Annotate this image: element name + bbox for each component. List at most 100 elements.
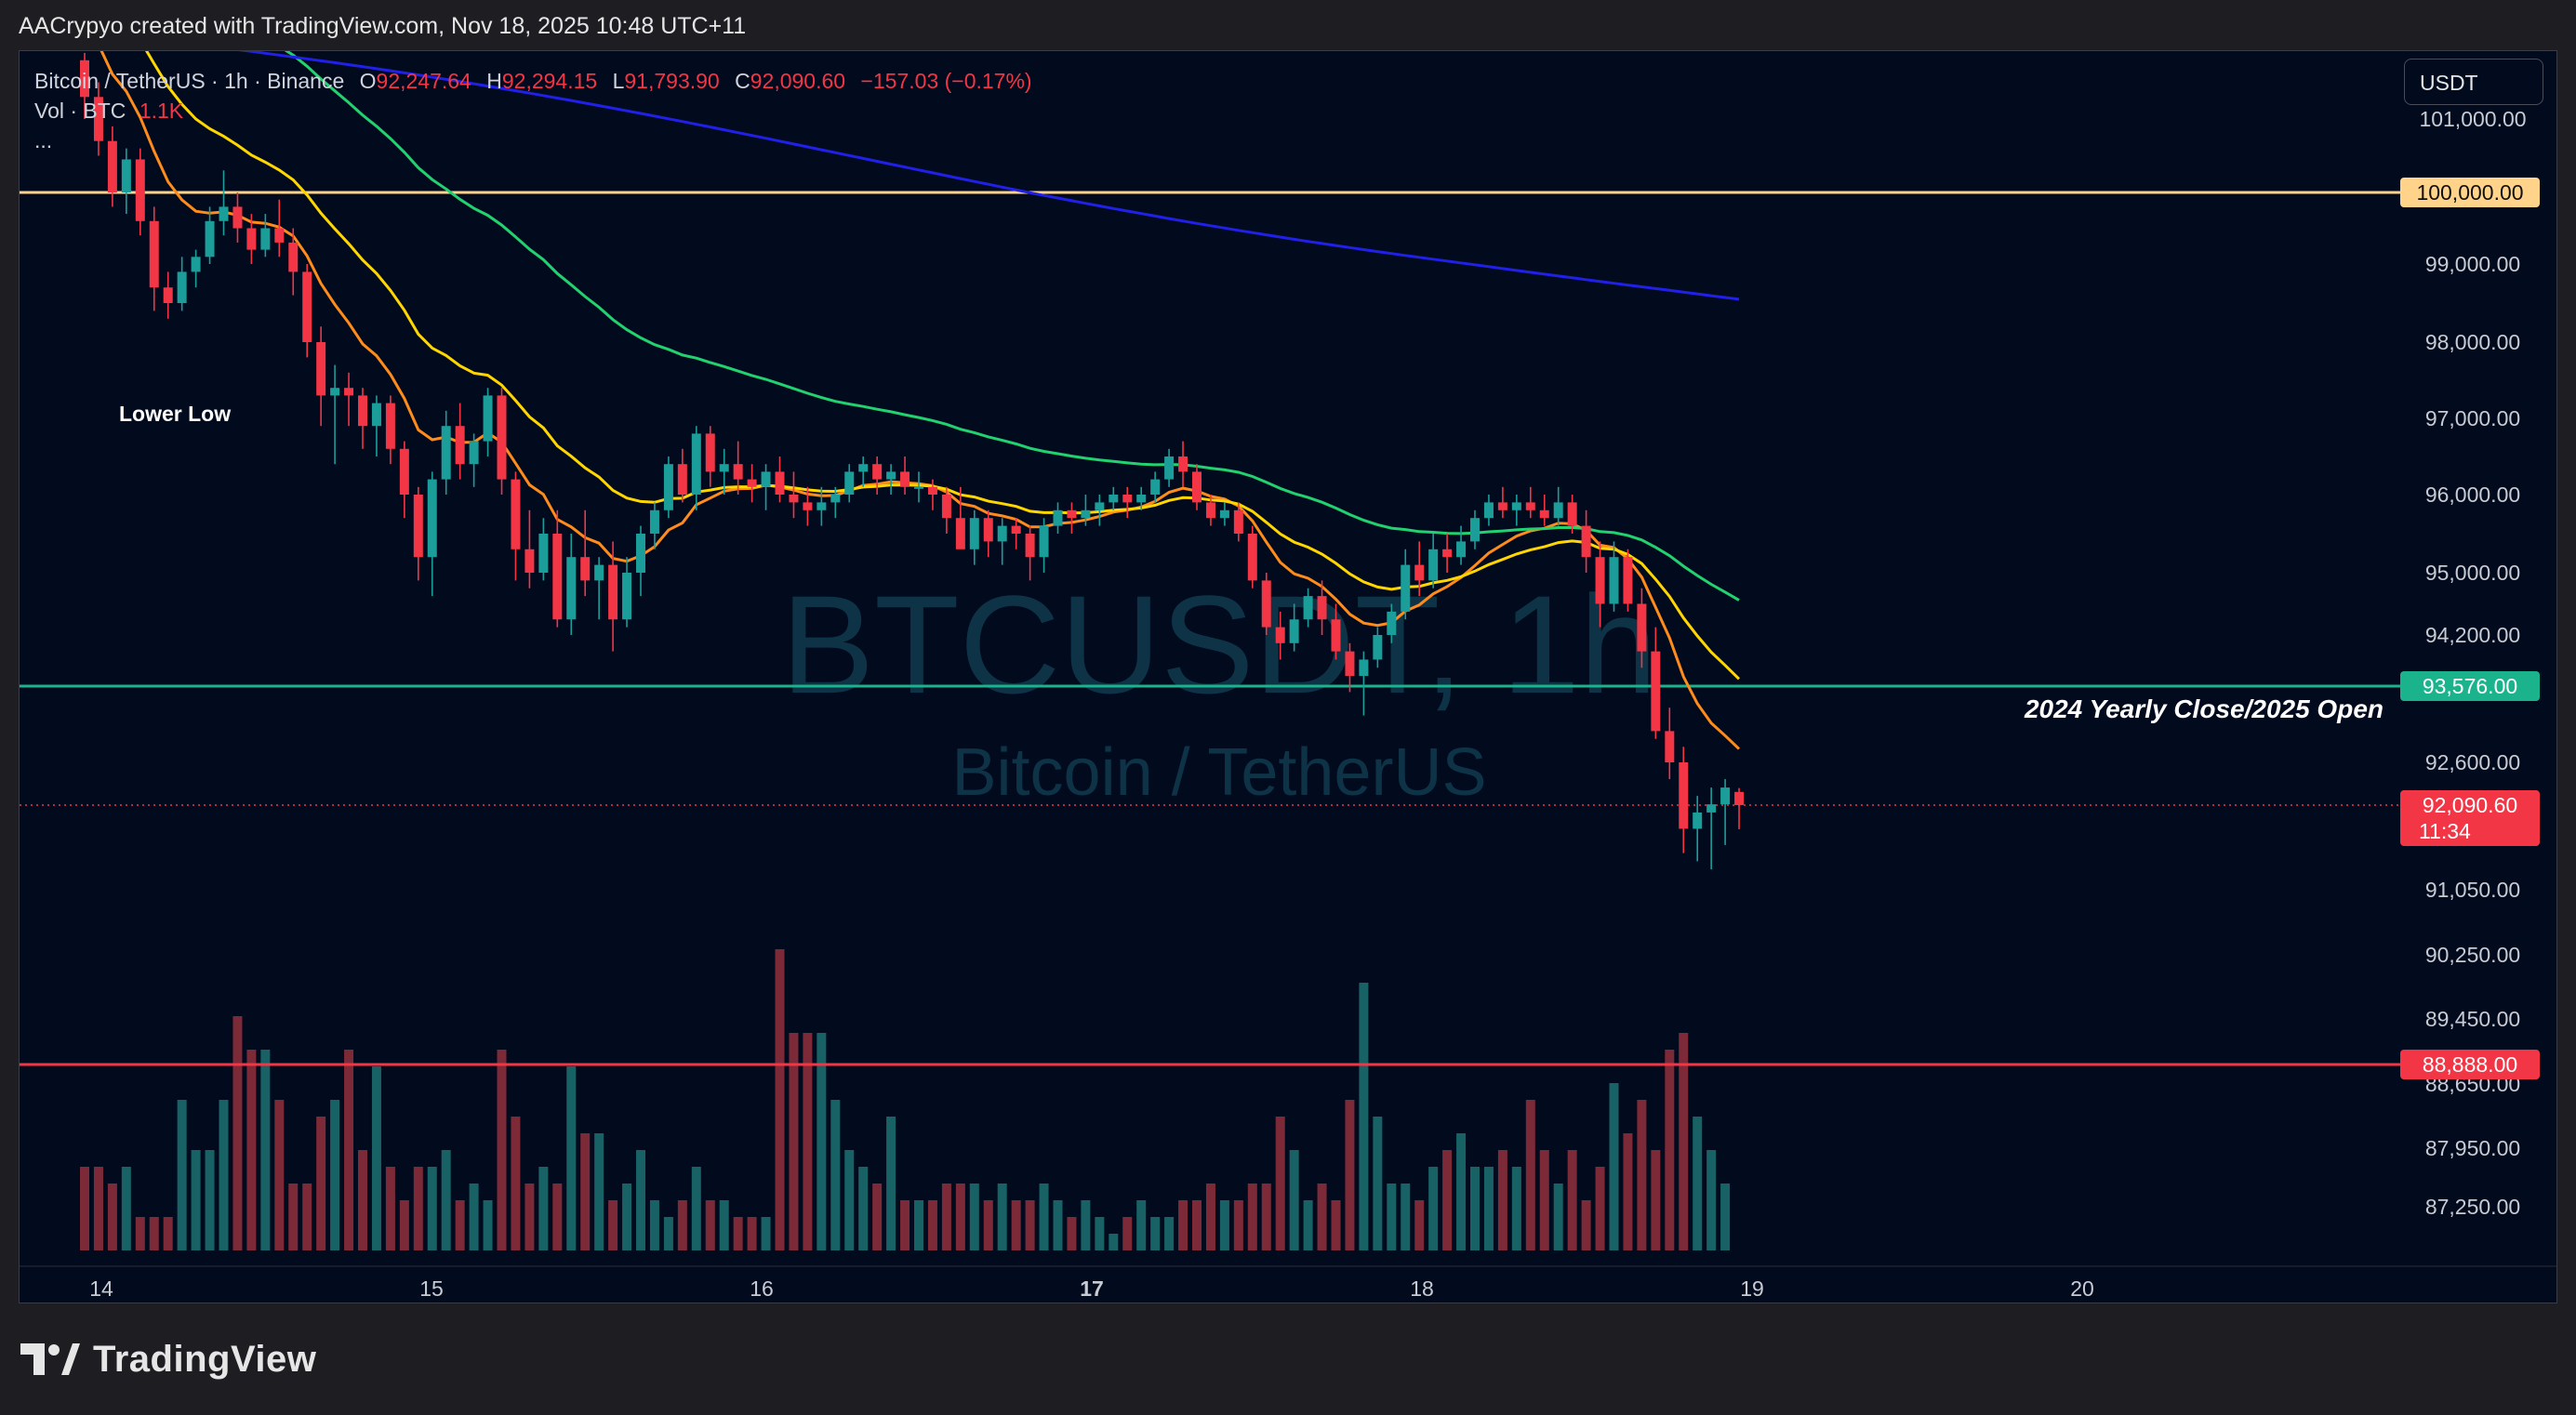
candle[interactable] (1205, 495, 1215, 526)
candle[interactable] (844, 464, 855, 503)
candle[interactable] (149, 206, 159, 311)
candle[interactable] (358, 388, 367, 449)
candle[interactable] (246, 214, 257, 264)
candle[interactable] (1053, 502, 1063, 534)
candle[interactable] (1567, 495, 1577, 534)
candle[interactable] (330, 364, 340, 465)
candle[interactable] (566, 534, 577, 635)
candle[interactable] (427, 471, 437, 597)
candle[interactable] (1261, 573, 1271, 635)
horizontal-levels[interactable] (20, 191, 2400, 1066)
candle[interactable] (177, 257, 187, 311)
candle[interactable] (997, 518, 1007, 565)
candle[interactable] (288, 228, 299, 296)
candle[interactable] (524, 509, 535, 588)
currency-selector[interactable]: USDT (2404, 59, 2543, 105)
candle[interactable] (1067, 502, 1077, 534)
candle[interactable] (580, 509, 591, 597)
candle[interactable] (1345, 642, 1355, 693)
candle[interactable] (1039, 518, 1049, 573)
candle[interactable] (1693, 796, 1703, 862)
candle[interactable] (1706, 787, 1717, 870)
candle[interactable] (1442, 534, 1453, 573)
candle[interactable] (483, 388, 493, 456)
candle[interactable] (733, 441, 743, 495)
candle[interactable] (1609, 541, 1619, 612)
candle[interactable] (1150, 471, 1161, 503)
candle[interactable] (469, 433, 479, 487)
candle[interactable] (649, 502, 659, 549)
candle[interactable] (858, 456, 869, 487)
candle[interactable] (1164, 448, 1175, 487)
candle[interactable] (941, 486, 951, 534)
candle[interactable] (955, 486, 965, 549)
candle[interactable] (705, 426, 715, 487)
candle[interactable] (1679, 747, 1689, 853)
candle[interactable] (413, 486, 423, 581)
candle[interactable] (497, 388, 507, 495)
candle[interactable] (1233, 502, 1243, 542)
candle[interactable] (983, 509, 993, 558)
candle[interactable] (622, 557, 632, 628)
candle[interactable] (886, 464, 896, 495)
candle[interactable] (107, 126, 117, 207)
candle[interactable] (1373, 627, 1383, 668)
candle[interactable] (441, 410, 451, 495)
level-88888-price-badge[interactable]: 88,888.00 (2400, 1050, 2540, 1079)
candle[interactable] (803, 486, 813, 526)
candle[interactable] (594, 557, 604, 620)
candle[interactable] (1483, 495, 1494, 526)
candle[interactable] (1401, 549, 1411, 620)
candle[interactable] (1136, 486, 1147, 510)
candle[interactable] (817, 486, 827, 526)
time-axis[interactable]: 14 15 16 17 18 19 20 (20, 1265, 2556, 1301)
candle[interactable] (691, 426, 701, 510)
candle[interactable] (316, 326, 326, 427)
candle[interactable] (344, 372, 354, 427)
candle[interactable] (1122, 486, 1133, 519)
candle[interactable] (969, 509, 979, 565)
candle[interactable] (163, 271, 173, 319)
candle[interactable] (1387, 603, 1397, 643)
candle[interactable] (93, 82, 103, 156)
candle[interactable] (1331, 603, 1341, 660)
candle[interactable] (677, 448, 687, 503)
price-axis[interactable]: 101,000.00 99,000.00 98,000.00 97,000.00 96,… (2400, 107, 2540, 1219)
candle[interactable] (385, 395, 395, 465)
candle[interactable] (1470, 509, 1480, 549)
candle[interactable] (1511, 495, 1521, 526)
candle[interactable] (205, 206, 215, 264)
candle[interactable] (135, 148, 145, 236)
candle[interactable] (927, 479, 937, 510)
candle[interactable] (399, 441, 409, 519)
candle[interactable] (872, 456, 883, 495)
candle[interactable] (663, 456, 673, 519)
candle[interactable] (1011, 518, 1021, 549)
candle[interactable] (1456, 525, 1467, 565)
candle[interactable] (552, 509, 563, 628)
candle[interactable] (608, 541, 618, 652)
candle[interactable] (1553, 486, 1563, 526)
candle[interactable] (511, 471, 521, 581)
candle[interactable] (1497, 486, 1507, 519)
candle[interactable] (232, 192, 243, 243)
candle[interactable] (1651, 627, 1661, 739)
legend-more-button[interactable]: ... (34, 128, 53, 152)
candle[interactable] (1303, 588, 1313, 628)
candle[interactable] (830, 486, 841, 519)
price-chart[interactable]: BTCUSDT, 1h Bitcoin / TetherUS 101,000.0… (20, 51, 2556, 1303)
candle[interactable] (775, 456, 785, 503)
candle[interactable] (761, 464, 771, 510)
candle[interactable] (219, 170, 229, 236)
candle[interactable] (455, 403, 465, 480)
candle[interactable] (538, 518, 549, 581)
candle[interactable] (900, 456, 910, 495)
candle[interactable] (1192, 464, 1202, 510)
candle[interactable] (1595, 541, 1605, 628)
candle[interactable] (80, 52, 89, 119)
candle[interactable] (1414, 541, 1425, 597)
candle[interactable] (1178, 441, 1188, 487)
candle[interactable] (1637, 588, 1647, 668)
candle[interactable] (1665, 708, 1675, 780)
